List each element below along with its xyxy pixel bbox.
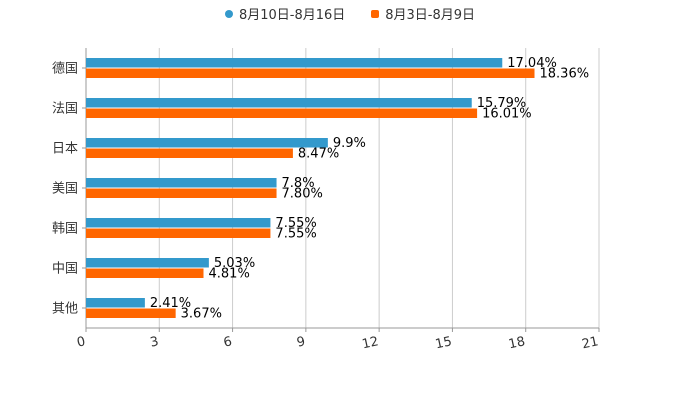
category-label: 美国 <box>52 182 78 197</box>
x-tick-label: 9 <box>295 334 306 350</box>
bar-series-b <box>86 268 204 278</box>
data-label-series-a: 7.55% <box>275 216 316 231</box>
legend-swatch-series-a <box>224 9 233 18</box>
bar-series-b <box>86 228 271 238</box>
data-label-series-a: 2.41% <box>150 296 191 311</box>
x-tick-label: 18 <box>507 334 526 352</box>
bar-series-a <box>86 298 145 308</box>
bar-series-b <box>86 308 176 318</box>
data-label-series-a: 5.03% <box>214 256 255 271</box>
bar-series-b <box>86 148 293 158</box>
category-label: 法国 <box>52 102 78 117</box>
x-tick-label: 6 <box>222 334 233 350</box>
x-tick-label: 12 <box>361 334 380 352</box>
data-label-series-b: 4.81% <box>209 267 250 282</box>
legend-item-series-a[interactable]: 8月10日-8月16日 <box>224 4 346 23</box>
category-label: 韩国 <box>52 222 78 237</box>
category-label: 德国 <box>52 62 78 77</box>
data-label-series-a: 17.04% <box>507 56 557 71</box>
category-label: 其他 <box>52 302 78 317</box>
x-tick-label: 0 <box>76 334 87 350</box>
x-tick-label: 3 <box>149 334 160 350</box>
data-label-series-b: 7.80% <box>282 187 323 202</box>
bar-series-b <box>86 68 535 78</box>
bar-series-b <box>86 188 277 198</box>
legend-label-series-a: 8月10日-8月16日 <box>238 8 346 23</box>
category-label: 中国 <box>52 262 78 277</box>
data-label-series-b: 3.67% <box>181 307 222 322</box>
bar-series-a <box>86 98 472 108</box>
bar-series-a <box>86 58 503 68</box>
data-label-series-b: 7.55% <box>275 227 316 242</box>
x-tick-label: 15 <box>434 334 453 352</box>
bar-series-b <box>86 108 478 118</box>
bar-series-a <box>86 218 271 228</box>
data-label-series-b: 16.01% <box>482 107 532 122</box>
data-label-series-a: 15.79% <box>477 96 527 111</box>
data-label-series-a: 9.9% <box>333 136 366 151</box>
legend-item-series-b[interactable]: 8月3日-8月9日 <box>371 4 475 23</box>
category-label: 日本 <box>52 142 78 157</box>
bar-series-a <box>86 258 209 268</box>
bar-series-a <box>86 138 328 148</box>
data-label-series-b: 8.47% <box>298 147 339 162</box>
legend-swatch-series-b <box>371 9 380 18</box>
bar-series-a <box>86 178 277 188</box>
x-tick-label: 21 <box>581 334 600 352</box>
data-label-series-a: 7.8% <box>282 176 315 191</box>
data-label-series-b: 18.36% <box>540 67 590 82</box>
legend: 8月10日-8月16日 8月3日-8月9日 <box>0 4 700 23</box>
legend-label-series-b: 8月3日-8月9日 <box>385 8 476 23</box>
